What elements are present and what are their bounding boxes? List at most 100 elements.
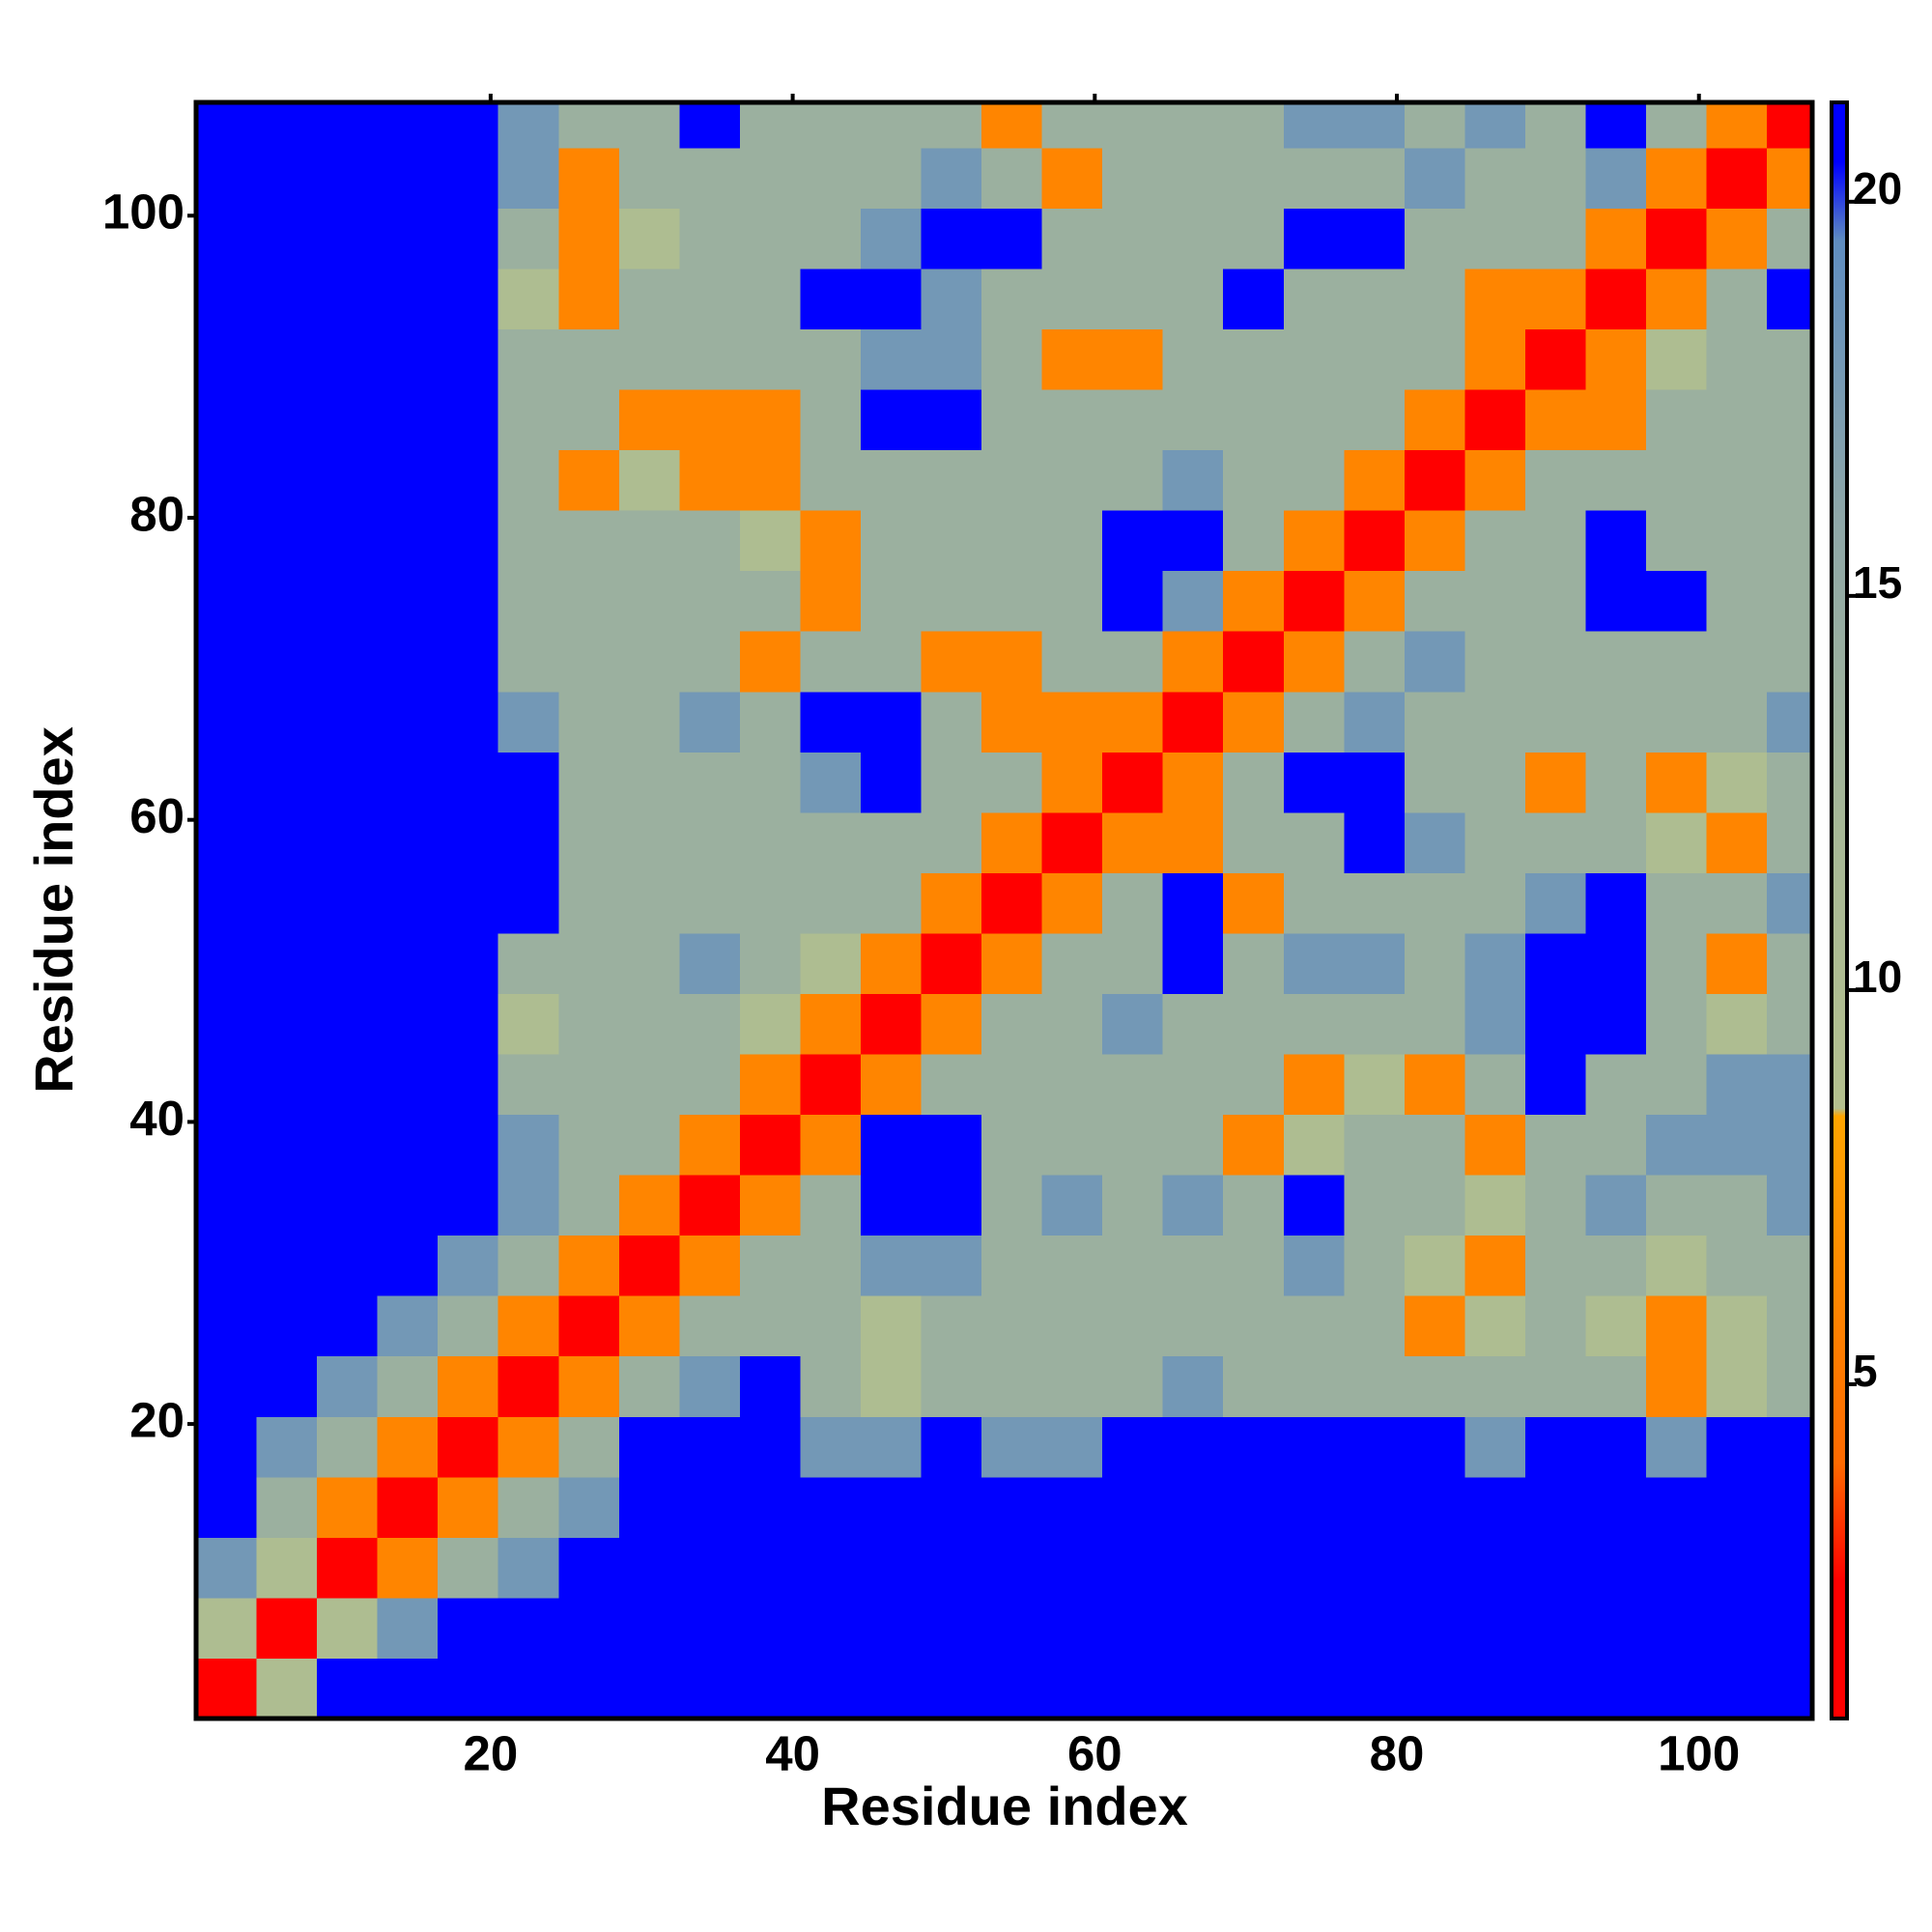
- cell: [860, 208, 923, 270]
- cell: [1404, 1054, 1465, 1116]
- cell: [1041, 811, 1103, 873]
- cell: [800, 1114, 862, 1176]
- cell: [1162, 1416, 1224, 1478]
- cell: [739, 811, 801, 873]
- cell: [1162, 1658, 1224, 1719]
- cell: [1162, 268, 1224, 330]
- cell: [1404, 1235, 1465, 1296]
- cell: [981, 1355, 1043, 1417]
- cell: [1162, 102, 1224, 149]
- cell: [196, 570, 258, 632]
- cell: [860, 1355, 923, 1417]
- cell: [558, 268, 620, 330]
- cell: [1706, 1175, 1768, 1236]
- cell: [921, 328, 982, 390]
- cell: [196, 1175, 258, 1236]
- cell: [1283, 1355, 1345, 1417]
- cell: [377, 1416, 439, 1478]
- cell: [1404, 691, 1465, 753]
- cell: [618, 752, 680, 813]
- cell: [1464, 570, 1526, 632]
- cell: [1102, 1597, 1164, 1659]
- cell: [1344, 1295, 1406, 1357]
- cell: [800, 872, 862, 934]
- cell: [196, 1597, 258, 1659]
- cell: [1283, 389, 1345, 451]
- cell: [377, 268, 439, 330]
- cell: [800, 993, 862, 1055]
- cell: [921, 102, 982, 149]
- cell: [1344, 389, 1406, 451]
- cell: [256, 1235, 318, 1296]
- cell: [256, 752, 318, 813]
- cell: [921, 449, 982, 511]
- cell: [497, 1658, 559, 1719]
- cell: [256, 1416, 318, 1478]
- cell: [317, 1235, 379, 1296]
- cell: [497, 1295, 559, 1357]
- x-tick-label: 20: [464, 1725, 519, 1780]
- cell: [800, 1295, 862, 1357]
- cell: [558, 1054, 620, 1116]
- cell: [800, 268, 862, 330]
- cell: [1767, 268, 1812, 330]
- cell: [1162, 872, 1224, 934]
- cell: [438, 1114, 499, 1176]
- cells: [196, 102, 1812, 1719]
- cell: [1102, 1658, 1164, 1719]
- cell: [921, 1295, 982, 1357]
- cell: [739, 449, 801, 511]
- cell: [1585, 1537, 1647, 1599]
- cell: [860, 1537, 923, 1599]
- cell: [377, 1597, 439, 1659]
- cell: [618, 1537, 680, 1599]
- cell: [981, 691, 1043, 753]
- cell: [497, 811, 559, 873]
- cell: [618, 268, 680, 330]
- cell: [1404, 811, 1465, 873]
- cell: [1524, 872, 1586, 934]
- cell: [1041, 1175, 1103, 1236]
- cell: [256, 811, 318, 873]
- cell: [679, 102, 741, 149]
- cell: [377, 1175, 439, 1236]
- cell: [1162, 449, 1224, 511]
- cell: [1646, 872, 1708, 934]
- cell: [921, 993, 982, 1055]
- colorbar-tick-label: 15: [1853, 557, 1902, 608]
- cell: [1767, 570, 1812, 632]
- cell: [1283, 449, 1345, 511]
- cell: [1524, 510, 1586, 572]
- cell: [1041, 1597, 1103, 1659]
- cell: [1464, 389, 1526, 451]
- cell: [1404, 1114, 1465, 1176]
- cell: [1646, 1175, 1708, 1236]
- cell: [679, 752, 741, 813]
- cell: [1223, 752, 1285, 813]
- cell: [860, 570, 923, 632]
- cell: [618, 570, 680, 632]
- cell: [497, 993, 559, 1055]
- cell: [981, 811, 1043, 873]
- cell: [618, 208, 680, 270]
- cell: [739, 1658, 801, 1719]
- cell: [1585, 1658, 1647, 1719]
- cell: [860, 1175, 923, 1236]
- cell: [860, 389, 923, 451]
- cell: [1646, 268, 1708, 330]
- cell: [981, 1295, 1043, 1357]
- cell: [679, 147, 741, 209]
- cell: [860, 1476, 923, 1538]
- cell: [1585, 1597, 1647, 1659]
- cell: [1585, 872, 1647, 934]
- cell: [800, 811, 862, 873]
- cell: [317, 147, 379, 209]
- cell: [1524, 1416, 1586, 1478]
- cell: [497, 631, 559, 693]
- cell: [1223, 1355, 1285, 1417]
- cell: [438, 872, 499, 934]
- cell: [558, 147, 620, 209]
- x-tick-label: 80: [1370, 1725, 1425, 1780]
- cell: [317, 389, 379, 451]
- cell: [1283, 811, 1345, 873]
